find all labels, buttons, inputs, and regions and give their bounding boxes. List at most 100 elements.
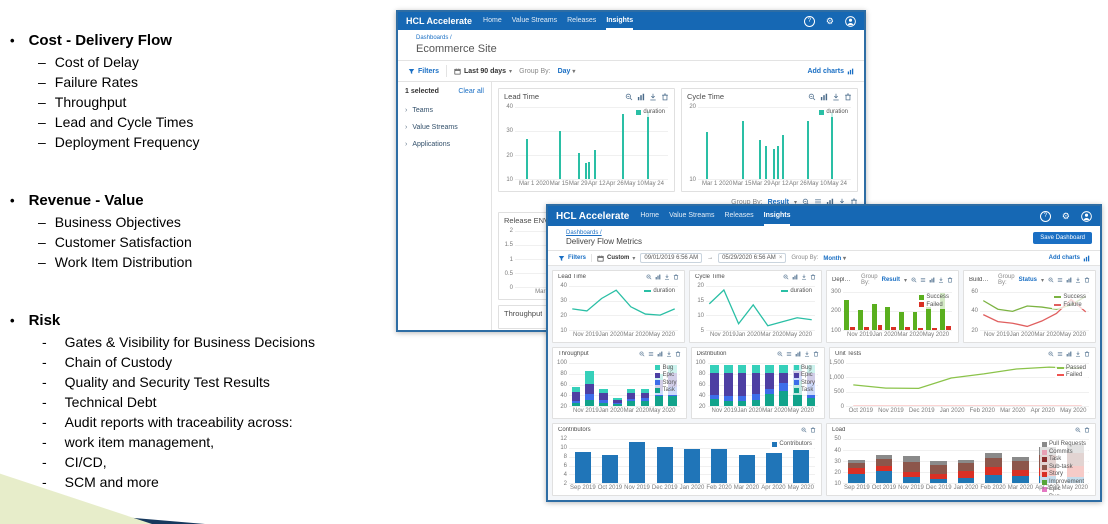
zoom-icon[interactable] — [1048, 277, 1054, 283]
zoom-icon[interactable] — [639, 351, 645, 357]
add-charts-button[interactable]: Add charts — [1049, 255, 1090, 262]
chart-icon[interactable] — [826, 198, 834, 206]
chart-row: Contributors 12 10 8 6 4 2 Contributors Sep 2019… — [552, 423, 1096, 497]
chart-icon[interactable] — [795, 351, 801, 357]
help-icon[interactable]: ? — [803, 15, 815, 27]
add-charts-button[interactable]: Add charts — [807, 68, 854, 75]
filters-button[interactable]: Filters — [558, 255, 586, 262]
settings-gear-icon[interactable]: ⚙ — [1061, 210, 1070, 221]
zoom-icon[interactable] — [646, 274, 652, 280]
download-icon[interactable] — [664, 274, 670, 280]
zoom-icon[interactable] — [1048, 351, 1054, 357]
trash-icon[interactable] — [1084, 427, 1090, 433]
bullet-title-text: Cost - Delivery Flow — [28, 32, 172, 49]
zoom-icon[interactable] — [783, 274, 789, 280]
group-by-dropdown[interactable]: Result — [767, 198, 789, 206]
filters-button[interactable]: Filters — [408, 68, 439, 75]
download-icon[interactable] — [804, 351, 810, 357]
nav-item-insights[interactable]: Insights — [606, 12, 634, 30]
chart-icon[interactable] — [657, 351, 663, 357]
x-axis: Mar 1 2020 Mar 15 Mar 29 Apr 12 Apr 26 May 10… — [698, 180, 851, 189]
chart-icon[interactable] — [637, 93, 645, 101]
list-icon[interactable] — [1057, 351, 1063, 357]
group-by-dropdown[interactable]: Day ▾ — [557, 67, 576, 75]
zoom-icon[interactable] — [911, 277, 917, 283]
list-icon[interactable] — [1057, 277, 1063, 283]
legend-label: Pull Requests — [1048, 441, 1086, 448]
trash-icon[interactable] — [810, 427, 816, 433]
sidebar-item-teams[interactable]: › Teams — [405, 102, 484, 119]
zoom-icon[interactable] — [1075, 427, 1081, 433]
breadcrumb[interactable]: Dashboards / — [566, 230, 602, 236]
breadcrumb[interactable]: Dashboards / — [416, 35, 452, 41]
list-icon[interactable] — [648, 351, 654, 357]
help-icon[interactable]: ? — [1039, 210, 1051, 222]
selected-count: 1 selected — [405, 88, 439, 95]
group-by-dropdown[interactable]: Month ▾ — [823, 255, 847, 262]
download-icon[interactable] — [1075, 351, 1081, 357]
legend: Success Failed — [917, 293, 951, 309]
chart-plot: 20 15 10 5 duration Nov 2019 Jan 2020 Mar 2020 M… — [690, 283, 821, 342]
zoom-icon[interactable] — [777, 351, 783, 357]
date-from-input[interactable]: 09/01/2019 6:56 AM — [640, 253, 703, 263]
bullet-item: – Lead and Cycle Times — [10, 112, 400, 132]
zoom-icon[interactable] — [625, 93, 633, 101]
nav-item-releases[interactable]: Releases — [567, 16, 597, 24]
bar — [912, 312, 918, 330]
trash-icon[interactable] — [675, 351, 681, 357]
nav-item-insights[interactable]: Insights — [763, 206, 791, 226]
range-mode-dropdown[interactable]: Custom ▾ — [597, 255, 635, 262]
zoom-icon[interactable] — [808, 93, 816, 101]
x-axis: Nov 2019 Jan 2020 Mar 2020 May 2020 — [569, 407, 680, 416]
download-icon[interactable] — [666, 351, 672, 357]
chart-toolbar — [646, 274, 679, 280]
download-icon[interactable] — [801, 274, 807, 280]
avatar[interactable] — [845, 15, 856, 27]
trash-icon[interactable] — [1084, 277, 1090, 283]
chart-icon[interactable] — [820, 93, 828, 101]
bullet-item: – Business Objectives — [10, 212, 400, 232]
clear-all-link[interactable]: Clear all — [458, 88, 484, 95]
chart-icon[interactable] — [1066, 351, 1072, 357]
trash-icon[interactable] — [673, 274, 679, 280]
clear-date-icon[interactable]: × — [778, 255, 783, 261]
trash-icon[interactable] — [844, 93, 852, 101]
list-icon[interactable] — [786, 351, 792, 357]
download-icon[interactable] — [1075, 277, 1081, 283]
date-range-dropdown[interactable]: Last 90 days ▾ — [454, 68, 512, 75]
bar — [759, 140, 762, 179]
save-dashboard-button[interactable]: Save Dashboard — [1033, 232, 1092, 244]
nav-item-value-streams[interactable]: Value Streams — [511, 16, 558, 24]
y-axis: 12 10 8 6 4 2 — [560, 436, 567, 488]
settings-gear-icon[interactable]: ⚙ — [825, 15, 834, 26]
nav-item-value-streams[interactable]: Value Streams — [669, 211, 715, 219]
nav-item-releases[interactable]: Releases — [724, 211, 754, 219]
group-by-label: Group By: — [731, 198, 763, 206]
sidebar-item-applications[interactable]: › Applications — [405, 136, 484, 153]
sidebar-item-value-streams[interactable]: › Value Streams — [405, 119, 484, 136]
group-by-dropdown[interactable]: Status — [1018, 277, 1037, 283]
trash-icon[interactable] — [813, 351, 819, 357]
trash-icon[interactable] — [1084, 351, 1090, 357]
legend-label: Success — [1063, 294, 1086, 300]
group-by-dropdown[interactable]: Result — [881, 277, 900, 283]
chart-icon[interactable] — [792, 274, 798, 280]
zoom-icon[interactable] — [801, 427, 807, 433]
legend-label: Task — [1048, 456, 1062, 463]
chart-icon[interactable] — [655, 274, 661, 280]
trash-icon[interactable] — [661, 93, 669, 101]
trash-icon[interactable] — [947, 277, 953, 283]
download-icon[interactable] — [649, 93, 657, 101]
date-to-input[interactable]: 05/29/2020 6:56 AM × — [718, 253, 787, 263]
nav-item-home[interactable]: Home — [483, 16, 502, 24]
download-icon[interactable] — [938, 277, 944, 283]
avatar[interactable] — [1081, 210, 1092, 222]
download-icon[interactable] — [832, 93, 840, 101]
nav-item-home[interactable]: Home — [640, 211, 660, 219]
list-icon[interactable] — [920, 277, 926, 283]
x-tick-label: May 2020 — [648, 331, 676, 338]
chart-icon[interactable] — [1066, 277, 1072, 283]
legend-swatch — [1041, 457, 1047, 463]
trash-icon[interactable] — [810, 274, 816, 280]
chart-icon[interactable] — [929, 277, 935, 283]
